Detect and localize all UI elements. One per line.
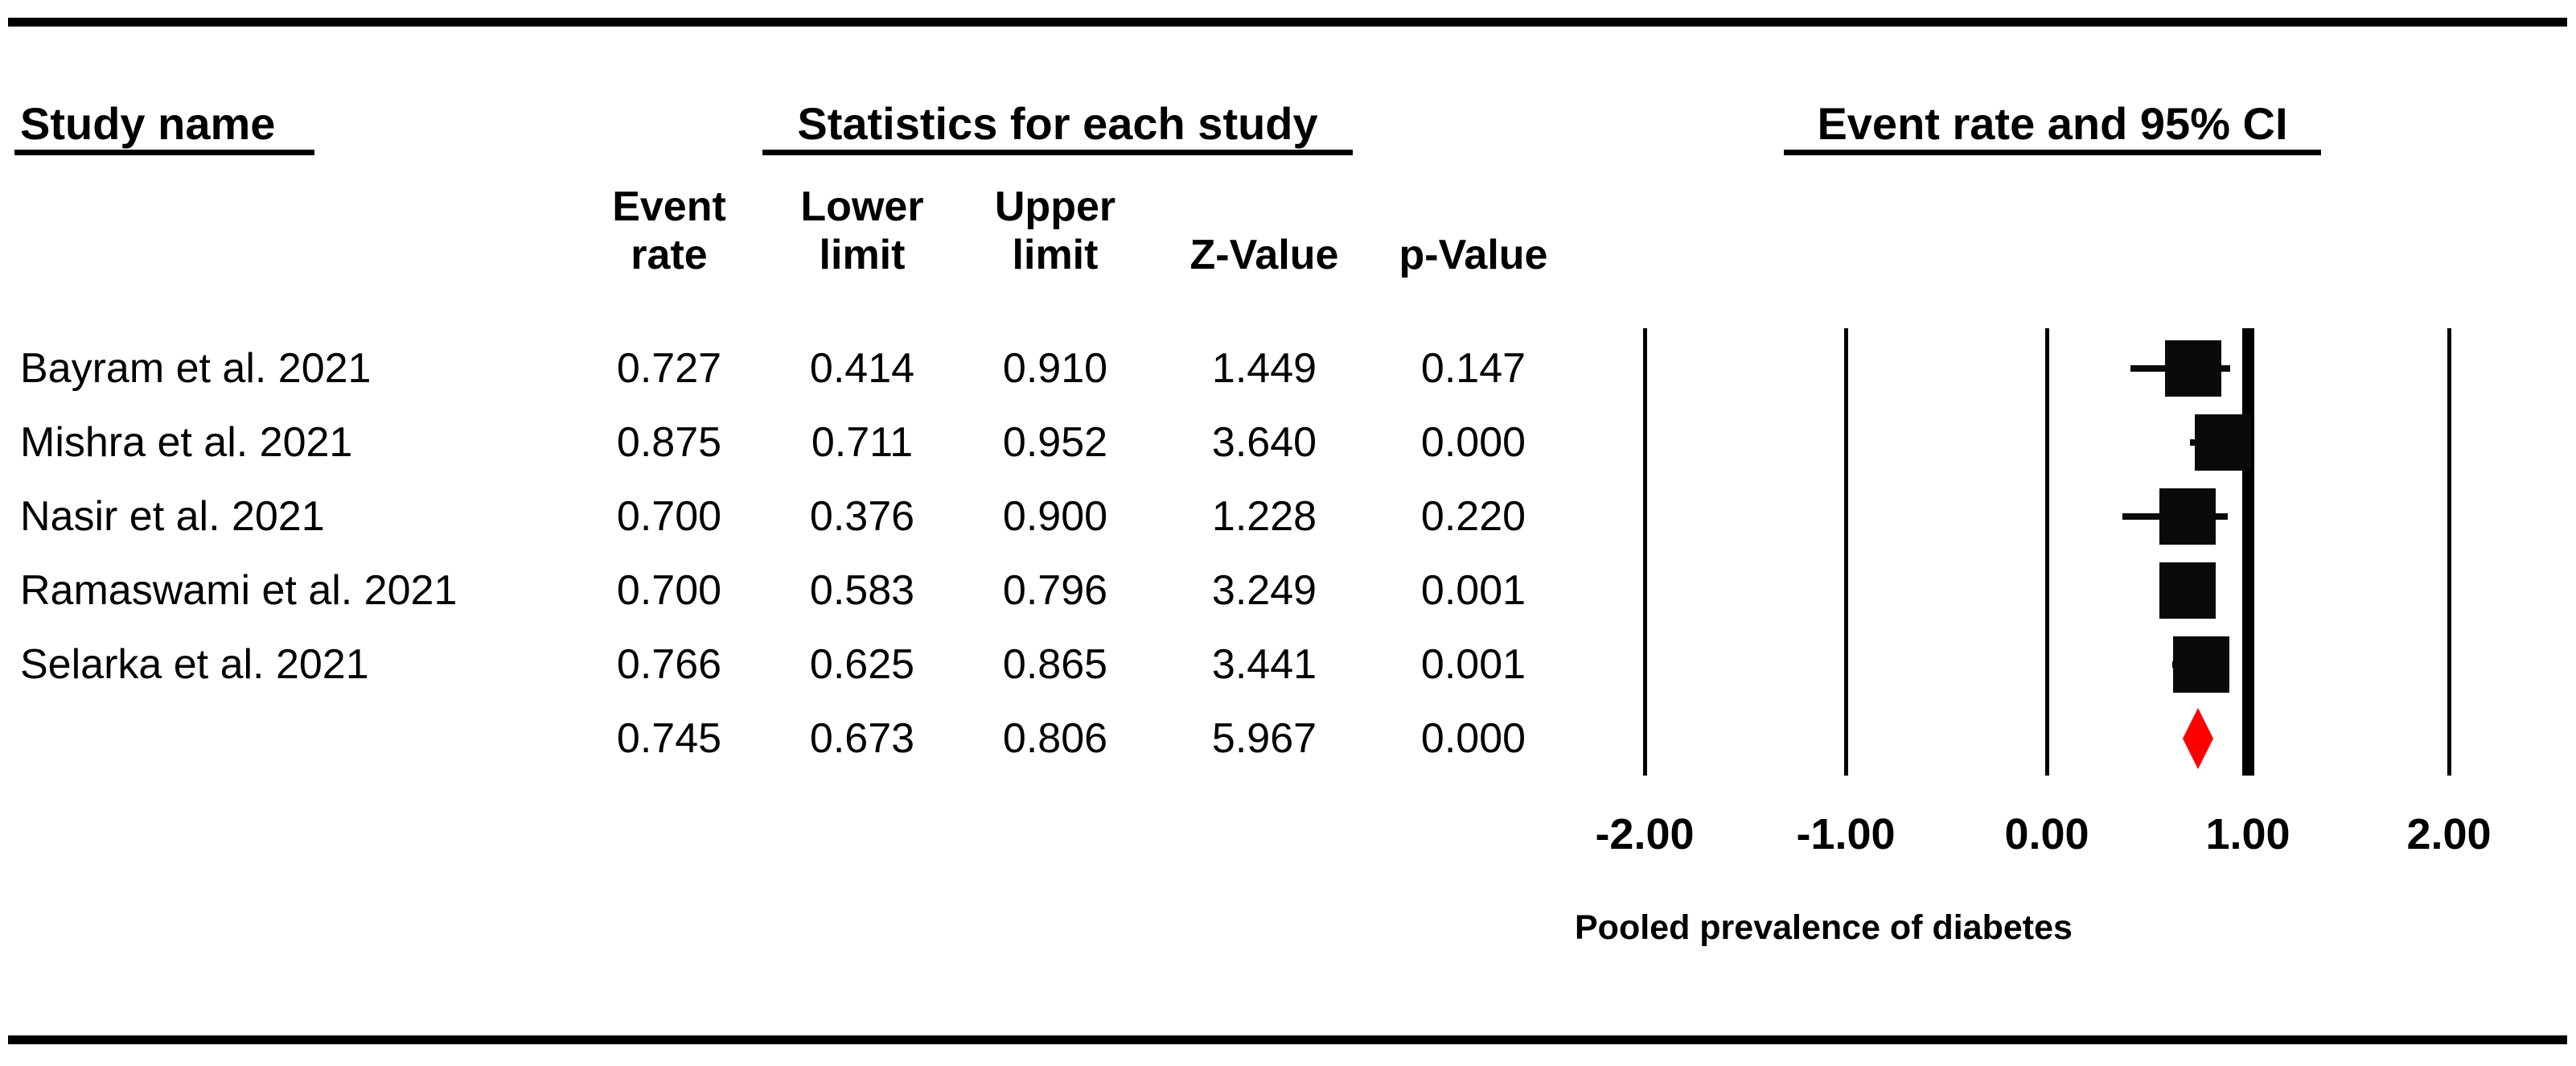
pooled-diamond xyxy=(2183,708,2213,773)
z-value: 1.449 xyxy=(1211,345,1317,392)
p-value: 0.220 xyxy=(1420,493,1526,540)
study-name: Bayram et al. 2021 xyxy=(20,345,372,392)
upper-limit-value: 0.910 xyxy=(1002,345,1108,392)
event-rate-value: 0.700 xyxy=(616,493,722,540)
upper-limit-value: 0.900 xyxy=(1002,493,1108,540)
pooled-event-rate-value: 0.745 xyxy=(616,715,722,762)
upper-limit-value: 0.865 xyxy=(1002,641,1108,688)
lower-limit-value: 0.583 xyxy=(809,567,915,614)
top-rule xyxy=(8,18,2567,27)
lower-limit-value: 0.376 xyxy=(809,493,915,540)
event-rate-value: 0.875 xyxy=(616,419,722,466)
z-value: 3.441 xyxy=(1211,641,1317,688)
z-value: 3.640 xyxy=(1211,419,1317,466)
upper-limit-value: 0.952 xyxy=(1002,419,1108,466)
study-name: Ramaswami et al. 2021 xyxy=(20,567,458,614)
axis-caption: Pooled prevalence of diabetes xyxy=(1575,908,2073,947)
col-header-limit-lower: limit xyxy=(819,232,906,278)
event-rate-value: 0.700 xyxy=(616,567,722,614)
forest-square-nasir xyxy=(2159,488,2216,545)
pooled-upper-limit-value: 0.806 xyxy=(1002,715,1108,762)
gridline-minus-1 xyxy=(1844,328,1848,776)
pooled-lower-limit-value: 0.673 xyxy=(809,715,915,762)
event-rate-ci-header: Event rate and 95% CI xyxy=(1784,98,2321,155)
study-name-header: Study name xyxy=(14,98,314,155)
upper-limit-value: 0.796 xyxy=(1002,567,1108,614)
p-value: 0.001 xyxy=(1420,641,1526,688)
forest-square-selarka xyxy=(2173,636,2229,693)
study-name: Mishra et al. 2021 xyxy=(20,419,353,466)
col-header-limit-upper: limit xyxy=(1012,232,1099,278)
axis-tick-zero: 0.00 xyxy=(2004,810,2089,858)
axis-tick-minus-1: -1.00 xyxy=(1796,810,1896,858)
forest-square-mishra xyxy=(2195,414,2251,471)
gridline-two xyxy=(2447,328,2451,776)
event-rate-value: 0.727 xyxy=(616,345,722,392)
axis-tick-minus-2: -2.00 xyxy=(1595,810,1695,858)
lower-limit-value: 0.711 xyxy=(811,419,914,466)
event-rate-value: 0.766 xyxy=(616,641,722,688)
pooled-p-value: 0.000 xyxy=(1420,715,1526,762)
p-value: 0.000 xyxy=(1420,419,1526,466)
z-value: 1.228 xyxy=(1211,493,1317,540)
study-name: Nasir et al. 2021 xyxy=(20,493,325,540)
forest-square-ramaswami xyxy=(2159,562,2216,619)
col-header-lower: Lower xyxy=(800,183,924,230)
gridline-zero xyxy=(2045,328,2049,776)
lower-limit-value: 0.625 xyxy=(809,641,915,688)
p-value: 0.147 xyxy=(1420,345,1526,392)
axis-tick-one: 1.00 xyxy=(2205,810,2290,858)
bottom-rule xyxy=(8,1035,2567,1044)
lower-limit-value: 0.414 xyxy=(809,345,915,392)
study-name: Selarka et al. 2021 xyxy=(20,641,369,688)
pooled-z-value: 5.967 xyxy=(1211,715,1317,762)
z-value: 3.249 xyxy=(1211,567,1317,614)
col-header-p-value: p-Value xyxy=(1399,232,1548,278)
gridline-minus-2 xyxy=(1643,328,1647,776)
statistics-header: Statistics for each study xyxy=(762,98,1353,155)
p-value: 0.001 xyxy=(1420,567,1526,614)
forest-square-bayram xyxy=(2165,340,2221,397)
axis-tick-two: 2.00 xyxy=(2406,810,2492,858)
col-header-upper: Upper xyxy=(994,183,1116,230)
col-header-event: Event xyxy=(612,183,726,230)
col-header-z-value: Z-Value xyxy=(1189,232,1339,278)
col-header-rate: rate xyxy=(631,232,708,278)
gridline-one-thick xyxy=(2242,328,2254,776)
